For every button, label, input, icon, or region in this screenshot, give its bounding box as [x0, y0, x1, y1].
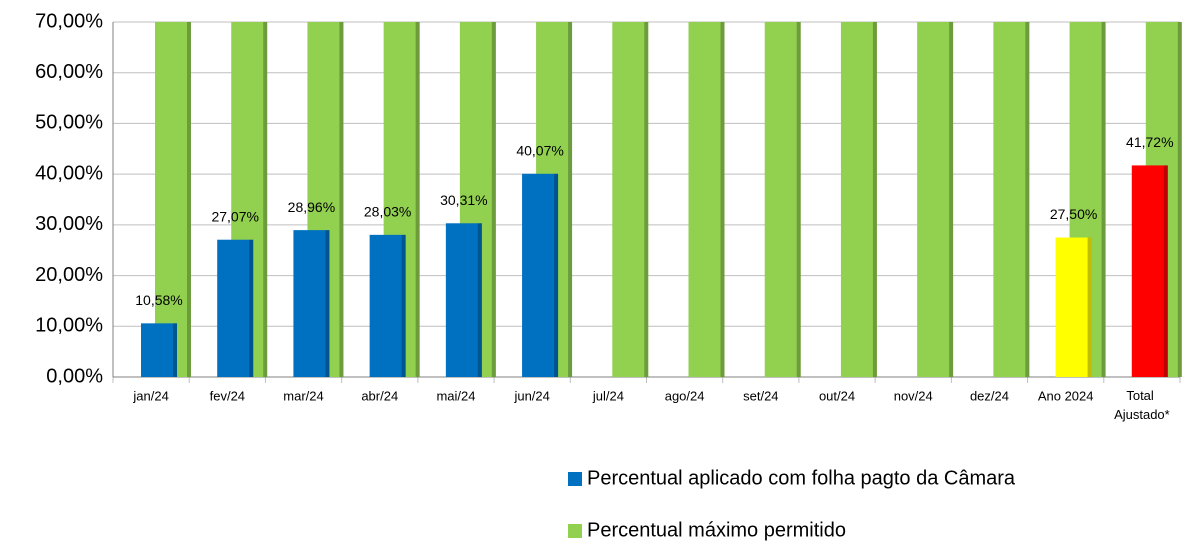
bar-shade [187, 22, 191, 377]
bar [993, 22, 1030, 377]
x-tick-label: Ano 2024 [1038, 388, 1094, 403]
value-label: 28,03% [364, 204, 411, 220]
x-tick-label: out/24 [819, 388, 855, 403]
bar [217, 239, 254, 377]
bar-shade [720, 22, 725, 377]
bar-shade [644, 22, 649, 377]
x-tick-label: abr/24 [361, 388, 398, 403]
x-tick-label: jun/24 [513, 388, 549, 403]
value-label: 30,31% [440, 192, 487, 208]
bar-shade [401, 234, 406, 377]
bar-shade [1163, 165, 1168, 377]
bar-shade [1025, 22, 1030, 377]
bar-shade [872, 22, 877, 377]
bar [1131, 165, 1168, 377]
bar-shade [173, 323, 177, 377]
bar [764, 22, 801, 377]
bar-shade [491, 22, 496, 377]
bar [141, 323, 177, 377]
bar-shade [554, 173, 559, 377]
bar [688, 22, 725, 377]
y-tick-label: 0,00% [46, 365, 103, 387]
x-tick-label: jul/24 [592, 388, 624, 403]
bar-shade [263, 22, 268, 377]
bar [445, 223, 482, 377]
bar [155, 22, 191, 377]
x-tick-label: dez/24 [970, 388, 1009, 403]
legend-swatch [568, 524, 582, 538]
y-tick-label: 60,00% [35, 61, 103, 83]
bar [840, 22, 877, 377]
bar-shade [568, 22, 573, 377]
value-label: 41,72% [1126, 134, 1173, 150]
x-tick-label: nov/24 [894, 388, 933, 403]
x-tick-label: set/24 [743, 388, 778, 403]
y-tick-label: 10,00% [35, 315, 103, 337]
y-tick-label: 70,00% [35, 10, 103, 32]
y-tick-label: 20,00% [35, 264, 103, 286]
bar-shade [1087, 237, 1092, 377]
x-tick-label: ago/24 [665, 388, 705, 403]
x-tick-label: jan/24 [132, 388, 168, 403]
value-label: 27,07% [211, 208, 258, 224]
x-tick-label: Total Ajustado* [1114, 388, 1170, 422]
bar-shade [796, 22, 801, 377]
bar-shade [325, 230, 330, 377]
bar-shade [1177, 22, 1182, 377]
bar [917, 22, 954, 377]
x-tick-label: mai/24 [436, 388, 475, 403]
bar-shade [249, 239, 254, 377]
legend-label: Percentual máximo permitido [587, 519, 846, 541]
bar [1055, 237, 1092, 377]
bar-shade [415, 22, 420, 377]
value-label: 27,50% [1050, 206, 1097, 222]
value-label: 10,58% [135, 292, 182, 308]
legend-label: Percentual aplicado com folha pagto da C… [587, 467, 1016, 489]
bar-shade [477, 223, 482, 377]
bar [369, 234, 406, 377]
y-tick-label: 40,00% [35, 162, 103, 184]
bar-shade [1101, 22, 1106, 377]
bar-shade [949, 22, 954, 377]
bar-shade [339, 22, 344, 377]
value-label: 40,07% [516, 142, 563, 158]
legend-swatch [568, 472, 582, 486]
value-label: 28,96% [288, 199, 335, 215]
x-tick-label: fev/24 [210, 388, 245, 403]
bar [612, 22, 649, 377]
bar [293, 230, 330, 377]
bar [522, 173, 559, 377]
x-tick-label: mar/24 [283, 388, 323, 403]
y-tick-label: 30,00% [35, 213, 103, 235]
y-tick-label: 50,00% [35, 112, 103, 134]
